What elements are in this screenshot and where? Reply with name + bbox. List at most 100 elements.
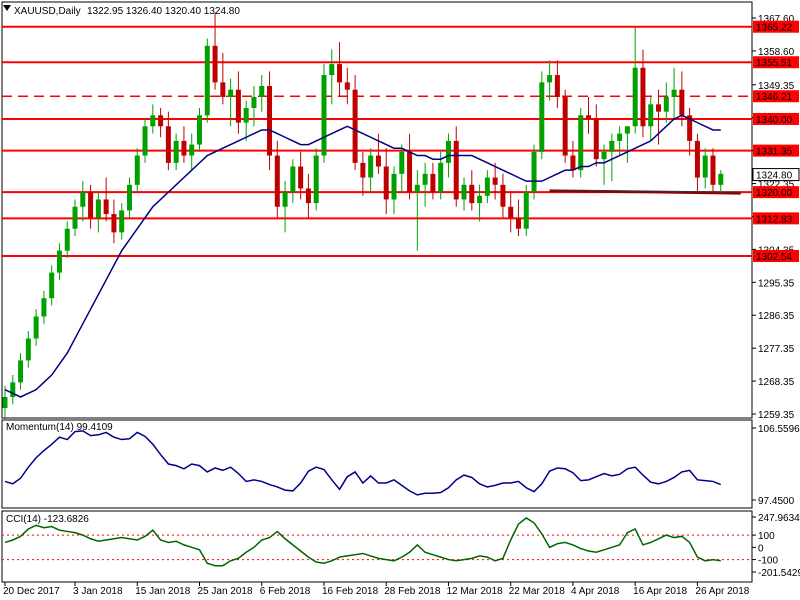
time-tick-label: 20 Dec 2017	[3, 586, 60, 597]
candle-body	[274, 155, 280, 207]
candle-body	[352, 89, 358, 163]
candle-body	[570, 155, 576, 171]
candle-body	[461, 184, 467, 200]
last-price-label: 1324.80	[756, 171, 793, 182]
candle-body	[95, 199, 101, 218]
candle-body	[329, 64, 335, 76]
candle-body	[508, 206, 514, 218]
candle-body	[445, 140, 451, 163]
candle-body	[290, 166, 296, 193]
candle-body	[539, 82, 545, 152]
candle-body	[469, 184, 475, 204]
level-badge	[753, 250, 799, 263]
candle-body	[298, 166, 304, 189]
momentum-title: Momentum(14) 99.4109	[6, 422, 113, 433]
price-tick-label: 1358.60	[758, 47, 795, 58]
level-badge-label: 1302.54	[756, 252, 793, 263]
candle-body	[375, 155, 381, 167]
level-badge	[753, 144, 799, 157]
candle-body	[648, 104, 654, 127]
candle-body	[305, 188, 311, 204]
candle-body	[259, 86, 265, 98]
candle-body	[531, 151, 537, 193]
candle-body	[313, 155, 319, 204]
candle-body	[407, 151, 413, 193]
candle-body	[80, 192, 86, 207]
price-tick-label: 1268.35	[758, 377, 795, 388]
time-axis: 20 Dec 2017 3 Jan 2018 15 Jan 2018 25 Jan 2…	[3, 582, 750, 597]
candle-body	[33, 316, 39, 339]
candle-body	[181, 140, 187, 156]
candle-body	[694, 140, 700, 178]
candle-body	[243, 107, 249, 123]
level-badge	[753, 56, 799, 69]
candle-body	[220, 82, 226, 98]
level-badge-label: 1355.51	[756, 58, 793, 69]
level-badge	[753, 90, 799, 103]
candle-body	[2, 396, 8, 408]
candle-body	[134, 155, 140, 185]
momentum-tick-label: 97.4500	[758, 496, 795, 507]
candle-body	[601, 151, 607, 160]
candle-body	[562, 97, 568, 156]
last-price-badge	[752, 168, 800, 182]
candle-body	[609, 140, 615, 152]
momentum-line	[4, 430, 722, 496]
symbol-label: XAUUSD,Daily	[14, 6, 81, 17]
candle-body	[282, 192, 288, 207]
support-trendline	[549, 190, 741, 195]
candle-body	[632, 67, 638, 127]
time-tick-label: 3 Jan 2018	[73, 586, 123, 597]
candle-body	[189, 144, 195, 156]
cci-tick-label: 0	[758, 543, 764, 554]
time-tick-label: 26 Apr 2018	[695, 586, 749, 597]
candle-body	[640, 67, 646, 127]
candle-body	[414, 184, 420, 193]
momentum-tick-label: 106.5596	[758, 424, 800, 435]
candle-body	[228, 89, 234, 98]
cci-tick-label: -100	[758, 556, 778, 567]
chart-header: XAUUSD,Daily 1322.95 1326.40 1320.40 132…	[3, 5, 240, 17]
candle-body	[687, 115, 693, 141]
cci-pane-border	[1, 510, 753, 583]
price-tick-label: 1277.35	[758, 344, 795, 355]
candle-body	[702, 155, 708, 178]
candle-body	[150, 115, 156, 127]
candle-body	[267, 86, 273, 156]
candle-body	[383, 166, 389, 200]
cci-tick-label: -201.5429	[758, 568, 800, 579]
candle-body	[41, 298, 47, 317]
candle-body	[617, 133, 623, 141]
candle-body	[679, 89, 685, 116]
candle-body	[523, 192, 529, 229]
candle-body	[492, 177, 498, 185]
candle-body	[64, 228, 70, 251]
time-tick-label: 12 Mar 2018	[446, 586, 503, 597]
level-badge	[753, 20, 799, 33]
price-pane[interactable]: 1367.601358.601349.351340.351331.351322.…	[1, 1, 800, 421]
candle-body	[18, 360, 24, 383]
level-badge-label: 1312.83	[756, 214, 793, 225]
candle-body	[500, 184, 506, 207]
cci-tick-label: 247.9634	[758, 513, 800, 524]
candle-body	[422, 173, 428, 185]
candle-body	[710, 155, 716, 185]
candle-body	[547, 75, 553, 83]
candle-body	[578, 115, 584, 171]
candle-body	[212, 45, 218, 83]
candle-body	[142, 126, 148, 156]
price-tick-label: 1259.35	[758, 410, 795, 421]
time-tick-label: 16 Apr 2018	[633, 586, 687, 597]
level-badge	[753, 112, 799, 125]
price-pane-border	[1, 1, 753, 419]
momentum-pane[interactable]: 106.5596 97.4500 Momentum(14) 99.4109	[1, 419, 800, 509]
candle-body	[484, 177, 490, 196]
candle-body	[49, 272, 55, 299]
triangle-down-icon[interactable]	[3, 5, 11, 11]
level-badge-label: 1331.35	[756, 147, 793, 158]
ohlc-values: 1322.95 1326.40 1320.40 1324.80	[87, 6, 240, 17]
level-badge-label: 1346.21	[756, 92, 793, 103]
candle-body	[165, 126, 171, 163]
price-tick-label: 1295.35	[758, 278, 795, 289]
